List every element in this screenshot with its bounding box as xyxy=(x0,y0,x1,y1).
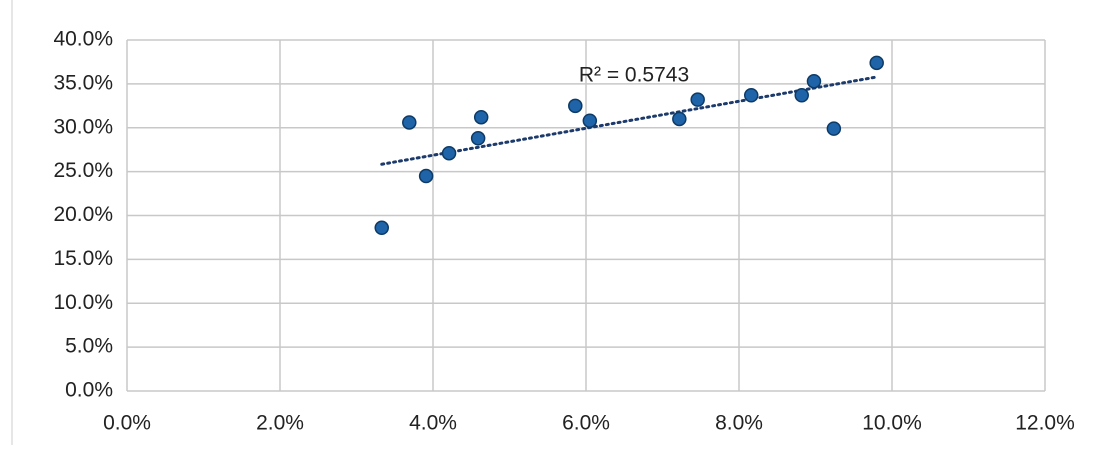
point xyxy=(582,113,598,128)
point xyxy=(568,98,583,114)
point xyxy=(690,92,705,107)
y-tick-label: 10.0% xyxy=(53,291,113,314)
x-tick-label: 10.0% xyxy=(862,412,922,435)
y-tick-label: 40.0% xyxy=(53,28,113,51)
point xyxy=(473,109,489,125)
point xyxy=(806,73,822,89)
y-tick-label: 25.0% xyxy=(53,159,113,182)
point xyxy=(402,115,417,130)
point xyxy=(418,168,434,184)
y-tick-label: 5.0% xyxy=(65,335,113,358)
point xyxy=(869,55,884,71)
y-tick-label: 30.0% xyxy=(53,115,113,138)
point xyxy=(374,220,389,236)
y-tick-label: 0.0% xyxy=(65,379,113,402)
x-tick-label: 8.0% xyxy=(715,412,763,435)
point xyxy=(441,145,457,161)
point xyxy=(672,111,687,127)
y-tick-label: 35.0% xyxy=(53,71,113,94)
x-tick-label: 4.0% xyxy=(409,412,457,435)
point xyxy=(826,121,842,136)
point xyxy=(794,88,809,103)
point xyxy=(470,131,486,146)
r-squared-annotation: R² = 0.5743 xyxy=(579,64,689,87)
y-tick-label: 15.0% xyxy=(53,247,113,270)
x-tick-label: 2.0% xyxy=(256,412,304,435)
y-tick-label: 20.0% xyxy=(53,203,113,226)
x-tick-label: 0.0% xyxy=(103,412,151,435)
trendline xyxy=(380,75,879,166)
point xyxy=(743,88,759,103)
x-tick-label: 6.0% xyxy=(562,412,610,435)
x-tick-label: 12.0% xyxy=(1015,412,1075,435)
